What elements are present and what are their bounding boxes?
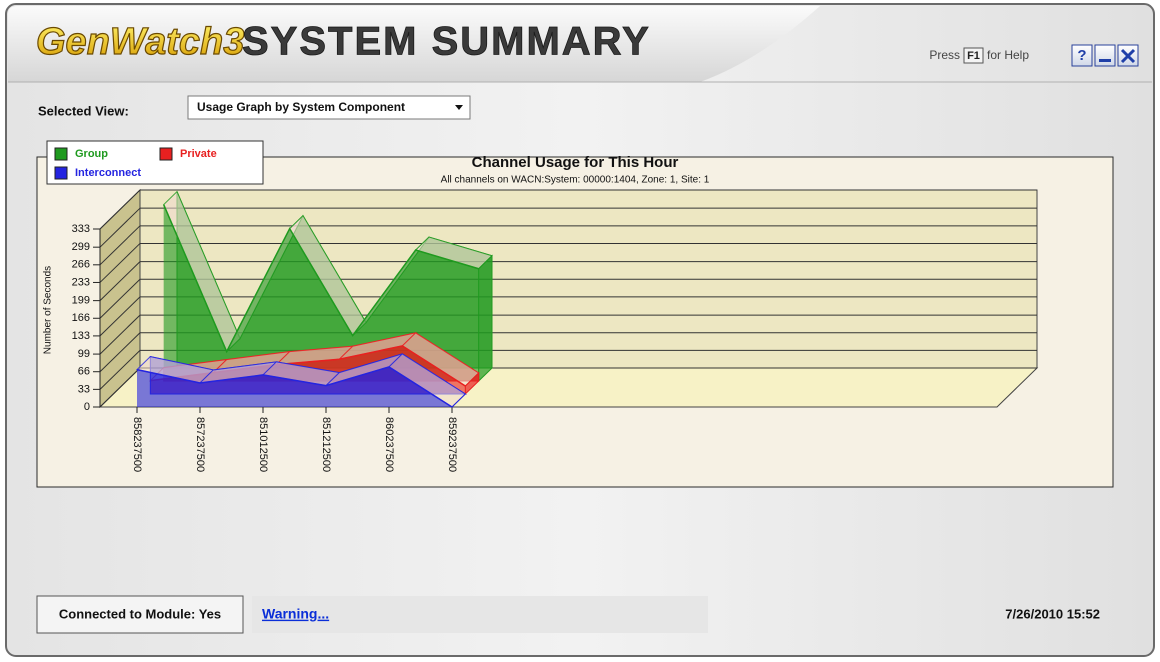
y-tick-label: 66 <box>78 366 90 378</box>
view-dropdown[interactable]: Usage Graph by System Component <box>188 96 470 119</box>
y-tick-label: 133 <box>72 330 90 342</box>
legend-swatch <box>55 148 67 160</box>
help-key: F1 <box>967 50 980 62</box>
y-tick-label: 99 <box>78 348 90 360</box>
help-button[interactable]: ? <box>1072 45 1092 66</box>
y-tick-label: 233 <box>72 276 90 288</box>
timestamp: 7/26/2010 15:52 <box>1005 606 1100 621</box>
chart-title: Channel Usage for This Hour <box>472 154 679 171</box>
help-button-label[interactable]: ? <box>1077 47 1086 64</box>
legend-label: Group <box>75 148 108 160</box>
y-tick-label: 266 <box>72 259 90 271</box>
x-tick-label: 851012500 <box>257 417 269 472</box>
y-tick-label: 33 <box>78 383 90 395</box>
connection-status: Connected to Module: Yes <box>59 606 221 621</box>
warning-link[interactable]: Warning... <box>262 606 329 622</box>
legend-label: Private <box>180 148 217 160</box>
help-suffix: for Help <box>987 48 1029 62</box>
window: GenWatch3 SYSTEM SUMMARY Press F1 for He… <box>0 0 1160 662</box>
legend-label: Interconnect <box>75 167 141 179</box>
view-label: Selected View: <box>38 103 129 118</box>
logo: GenWatch3 <box>36 21 244 63</box>
x-tick-label: 851212500 <box>320 417 332 472</box>
x-tick-label: 860237500 <box>383 417 395 472</box>
page-title: SYSTEM SUMMARY <box>242 20 651 64</box>
dropdown-value[interactable]: Usage Graph by System Component <box>197 100 405 114</box>
legend-swatch <box>55 167 67 179</box>
y-tick-label: 199 <box>72 295 90 307</box>
x-tick-label: 859237500 <box>446 417 458 472</box>
minimize-icon <box>1099 59 1111 62</box>
close-button[interactable] <box>1118 45 1138 66</box>
chart-subtitle: All channels on WACN:System: 00000:1404,… <box>441 175 710 186</box>
x-tick-label: 857237500 <box>194 417 206 472</box>
y-tick-label: 299 <box>72 241 90 253</box>
area-end-face <box>479 256 492 381</box>
minimize-button[interactable] <box>1095 45 1115 66</box>
help-prefix: Press <box>929 48 960 62</box>
y-tick-label: 333 <box>72 223 90 235</box>
minimize-button-box[interactable] <box>1095 45 1115 66</box>
y-tick-label: 166 <box>72 312 90 324</box>
y-axis-label: Number of Seconds <box>43 266 54 354</box>
y-tick-label: 0 <box>84 401 90 413</box>
legend-swatch <box>160 148 172 160</box>
x-tick-label: 858237500 <box>131 417 143 472</box>
